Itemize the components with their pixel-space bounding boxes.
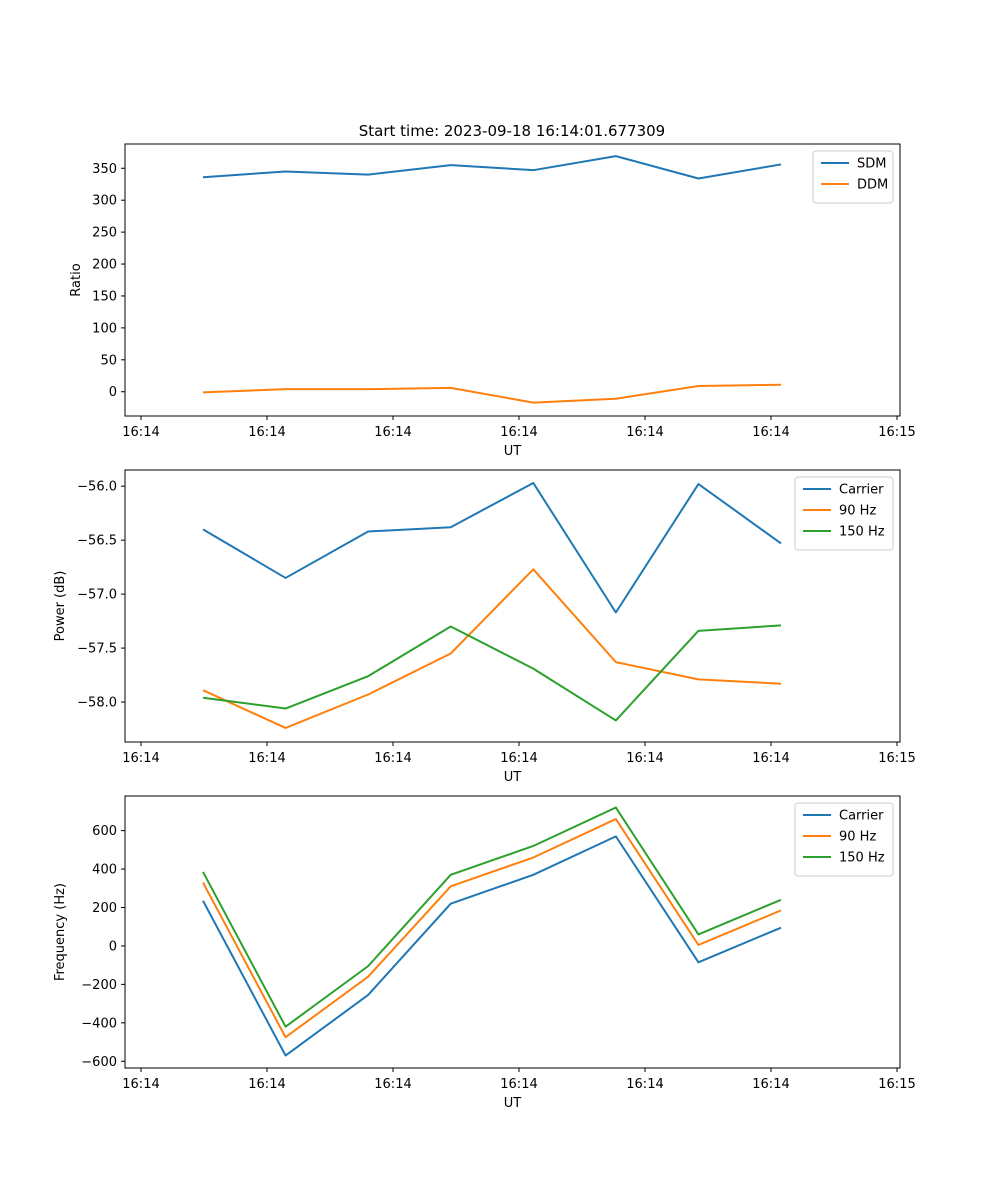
ratio-legend-label: DDM [857, 178, 888, 193]
power-legend-label: 150 Hz [839, 525, 885, 540]
frequency-legend-label: 90 Hz [839, 830, 876, 845]
ratio-x-tick-label: 16:14 [122, 425, 159, 440]
frequency-legend-label: 150 Hz [839, 851, 885, 866]
power-x-tick-label: 16:14 [248, 751, 285, 766]
frequency-series-90-hz-line [202, 818, 782, 1039]
ratio-legend-label: SDM [857, 157, 886, 172]
frequency-x-tick-label: 16:14 [122, 1077, 159, 1092]
ratio-y-axis-label: Ratio [69, 263, 84, 296]
power-panel: −58.0 −57.5 −57.0 −56.5 −56.0 16:14 16:14 16:14… [53, 469, 916, 785]
figure-title: Start time: 2023-09-18 16:14:01.677309 [359, 122, 665, 140]
power-legend-label: 90 Hz [839, 504, 876, 519]
frequency-x-tick-label: 16:14 [248, 1077, 285, 1092]
ratio-y-tick-label: 150 [92, 289, 117, 304]
power-x-tick-label: 16:14 [122, 751, 159, 766]
frequency-y-axis-label: Frequency (Hz) [53, 883, 68, 981]
ratio-y-tick-label: 100 [92, 321, 117, 336]
frequency-series-carrier-line [202, 835, 782, 1057]
frequency-x-tick-label: 16:15 [878, 1077, 915, 1092]
frequency-legend-label: Carrier [839, 809, 884, 824]
power-y-tick-label: −57.0 [77, 588, 117, 603]
power-x-axis-label: UT [504, 770, 522, 785]
power-x-tick-label: 16:14 [500, 751, 537, 766]
ratio-x-tick-label: 16:14 [374, 425, 411, 440]
frequency-y-tick-label: 0 [109, 939, 117, 954]
power-y-tick-label: −56.5 [77, 534, 117, 549]
frequency-x-tick-label: 16:14 [626, 1077, 663, 1092]
frequency-y-tick-label: 200 [92, 901, 117, 916]
frequency-y-tick-label: −600 [81, 1055, 117, 1070]
ratio-axes-frame [124, 143, 901, 417]
power-x-tick-label: 16:14 [626, 751, 663, 766]
ratio-y-tick-label: 50 [100, 353, 117, 368]
power-series-carrier-line [202, 481, 782, 614]
frequency-panel: −600 −400 −200 0 200 400 600 16:14 16:14 16:14 16:… [53, 795, 916, 1111]
frequency-y-tick-label: 400 [92, 863, 117, 878]
frequency-y-tick-label: −200 [81, 978, 117, 993]
ratio-panel: 0 50 100 150 200 250 300 350 16:14 16:14 16:14 16:1… [69, 143, 916, 459]
ratio-x-tick-label: 16:14 [752, 425, 789, 440]
ratio-x-tick-label: 16:15 [878, 425, 915, 440]
frequency-y-tick-label: 600 [92, 824, 117, 839]
frequency-x-tick-label: 16:14 [500, 1077, 537, 1092]
power-series-150-hz-line [202, 624, 782, 722]
ratio-y-tick-label: 250 [92, 226, 117, 241]
ratio-legend: SDM DDM [812, 150, 894, 204]
frequency-x-axis-label: UT [504, 1096, 522, 1111]
ratio-x-tick-label: 16:14 [626, 425, 663, 440]
power-legend-label: Carrier [839, 483, 884, 498]
ratio-series-sdm-line [202, 155, 782, 180]
ratio-x-axis-label: UT [504, 444, 522, 459]
power-y-tick-label: −56.0 [77, 480, 117, 495]
frequency-x-tick-label: 16:14 [374, 1077, 411, 1092]
power-x-tick-label: 16:15 [878, 751, 915, 766]
power-x-tick-label: 16:14 [374, 751, 411, 766]
ratio-series-ddm-line [202, 383, 782, 404]
frequency-series-150-hz-line [202, 806, 782, 1028]
frequency-y-tick-label: −400 [81, 1016, 117, 1031]
power-legend: Carrier 90 Hz 150 Hz [794, 476, 894, 551]
power-y-tick-label: −58.0 [77, 696, 117, 711]
ratio-x-tick-label: 16:14 [248, 425, 285, 440]
ratio-y-tick-label: 0 [109, 385, 117, 400]
ratio-y-tick-label: 300 [92, 194, 117, 209]
power-y-tick-label: −57.5 [77, 642, 117, 657]
frequency-axes-frame [124, 795, 901, 1069]
power-series-90-hz-line [202, 568, 782, 729]
frequency-legend: Carrier 90 Hz 150 Hz [794, 802, 894, 877]
power-axes-frame [124, 469, 901, 743]
power-x-tick-label: 16:14 [752, 751, 789, 766]
frequency-x-tick-label: 16:14 [752, 1077, 789, 1092]
power-y-axis-label: Power (dB) [53, 571, 68, 642]
ratio-x-tick-label: 16:14 [500, 425, 537, 440]
ratio-y-tick-label: 350 [92, 162, 117, 177]
ratio-y-tick-label: 200 [92, 258, 117, 273]
